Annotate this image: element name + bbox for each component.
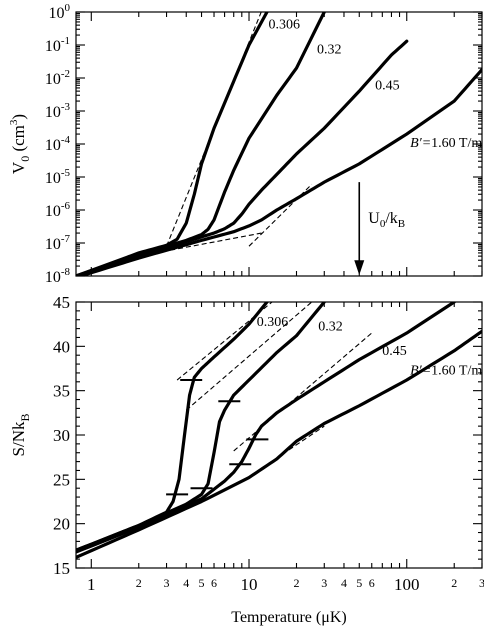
x-minor-tick-label: 3 — [164, 576, 170, 590]
top-dashed-asymptote — [248, 183, 313, 247]
u0-arrow-head — [354, 260, 365, 275]
top-series-label: B′=1.60 T/m — [410, 136, 482, 151]
bottom-series-line-2 — [76, 302, 326, 552]
top-y-tick-label: 10-6 — [45, 200, 71, 220]
top-dashed-asymptote — [166, 12, 262, 247]
bottom-y-tick-label: 40 — [53, 337, 70, 356]
top-y-tick-label: 10-4 — [45, 134, 71, 154]
top-series-line-1 — [76, 12, 269, 276]
x-tick-label: 10 — [241, 575, 258, 594]
top-series-line-4 — [76, 67, 482, 276]
x-tick-label: 100 — [394, 575, 420, 594]
bottom-y-axis-label: S/NkB — [9, 414, 32, 457]
top-plot-area — [76, 12, 482, 276]
bottom-series-label: B′=1.60 T/m — [410, 364, 482, 379]
bottom-series-label: 0.45 — [382, 344, 407, 359]
x-minor-tick-label: 6 — [369, 576, 375, 590]
top-y-tick-label: 10-3 — [45, 101, 71, 121]
x-tick-label: 1 — [87, 575, 96, 594]
x-minor-tick-label: 2 — [293, 576, 299, 590]
top-series-line-3 — [76, 39, 409, 276]
x-minor-tick-label: 4 — [183, 576, 189, 590]
bottom-y-tick-label: 35 — [53, 382, 70, 401]
bottom-y-tick-label: 15 — [53, 559, 70, 578]
bottom-dashed-asymptote — [185, 302, 313, 411]
top-series-label: 0.45 — [375, 78, 400, 93]
x-minor-tick-label: 2 — [451, 576, 457, 590]
bottom-series-line-3 — [76, 302, 456, 554]
bottom-series-line-4 — [76, 329, 482, 559]
bottom-series-label: 0.306 — [257, 315, 289, 330]
top-y-axis-label: V0 (cm3) — [8, 114, 32, 174]
top-y-tick-label: 10-5 — [45, 167, 71, 187]
bottom-y-tick-label: 20 — [53, 515, 70, 534]
bottom-plot-area — [76, 302, 482, 559]
bottom-dashed-asymptote — [248, 425, 325, 478]
x-minor-tick-label: 6 — [211, 576, 217, 590]
top-y-tick-label: 10-8 — [45, 266, 71, 286]
x-minor-tick-label: 4 — [341, 576, 347, 590]
top-y-tick-label: 10-1 — [45, 35, 70, 55]
bottom-dashed-asymptote — [233, 332, 373, 452]
x-minor-tick-label: 2 — [136, 576, 142, 590]
top-series-label: 0.32 — [317, 43, 342, 58]
x-minor-tick-label: 5 — [199, 576, 205, 590]
x-axis-label: Temperature (μK) — [231, 609, 346, 626]
bottom-y-tick-label: 25 — [53, 470, 70, 489]
top-y-tick-label: 10-2 — [45, 68, 70, 88]
bottom-y-tick-label: 30 — [53, 426, 70, 445]
u0-annotation: U0/kB — [368, 210, 405, 230]
bottom-series-label: 0.32 — [318, 319, 343, 334]
bottom-y-tick-label: 45 — [53, 293, 70, 312]
bottom-dashed-asymptote — [176, 302, 273, 381]
top-y-tick-label: 100 — [49, 2, 71, 22]
x-minor-tick-label: 3 — [479, 576, 484, 590]
top-dashed-asymptote — [138, 232, 262, 257]
x-minor-tick-label: 5 — [356, 576, 362, 590]
top-series-label: 0.306 — [269, 17, 301, 32]
x-minor-tick-label: 3 — [321, 576, 327, 590]
top-y-tick-label: 10-7 — [45, 233, 71, 253]
